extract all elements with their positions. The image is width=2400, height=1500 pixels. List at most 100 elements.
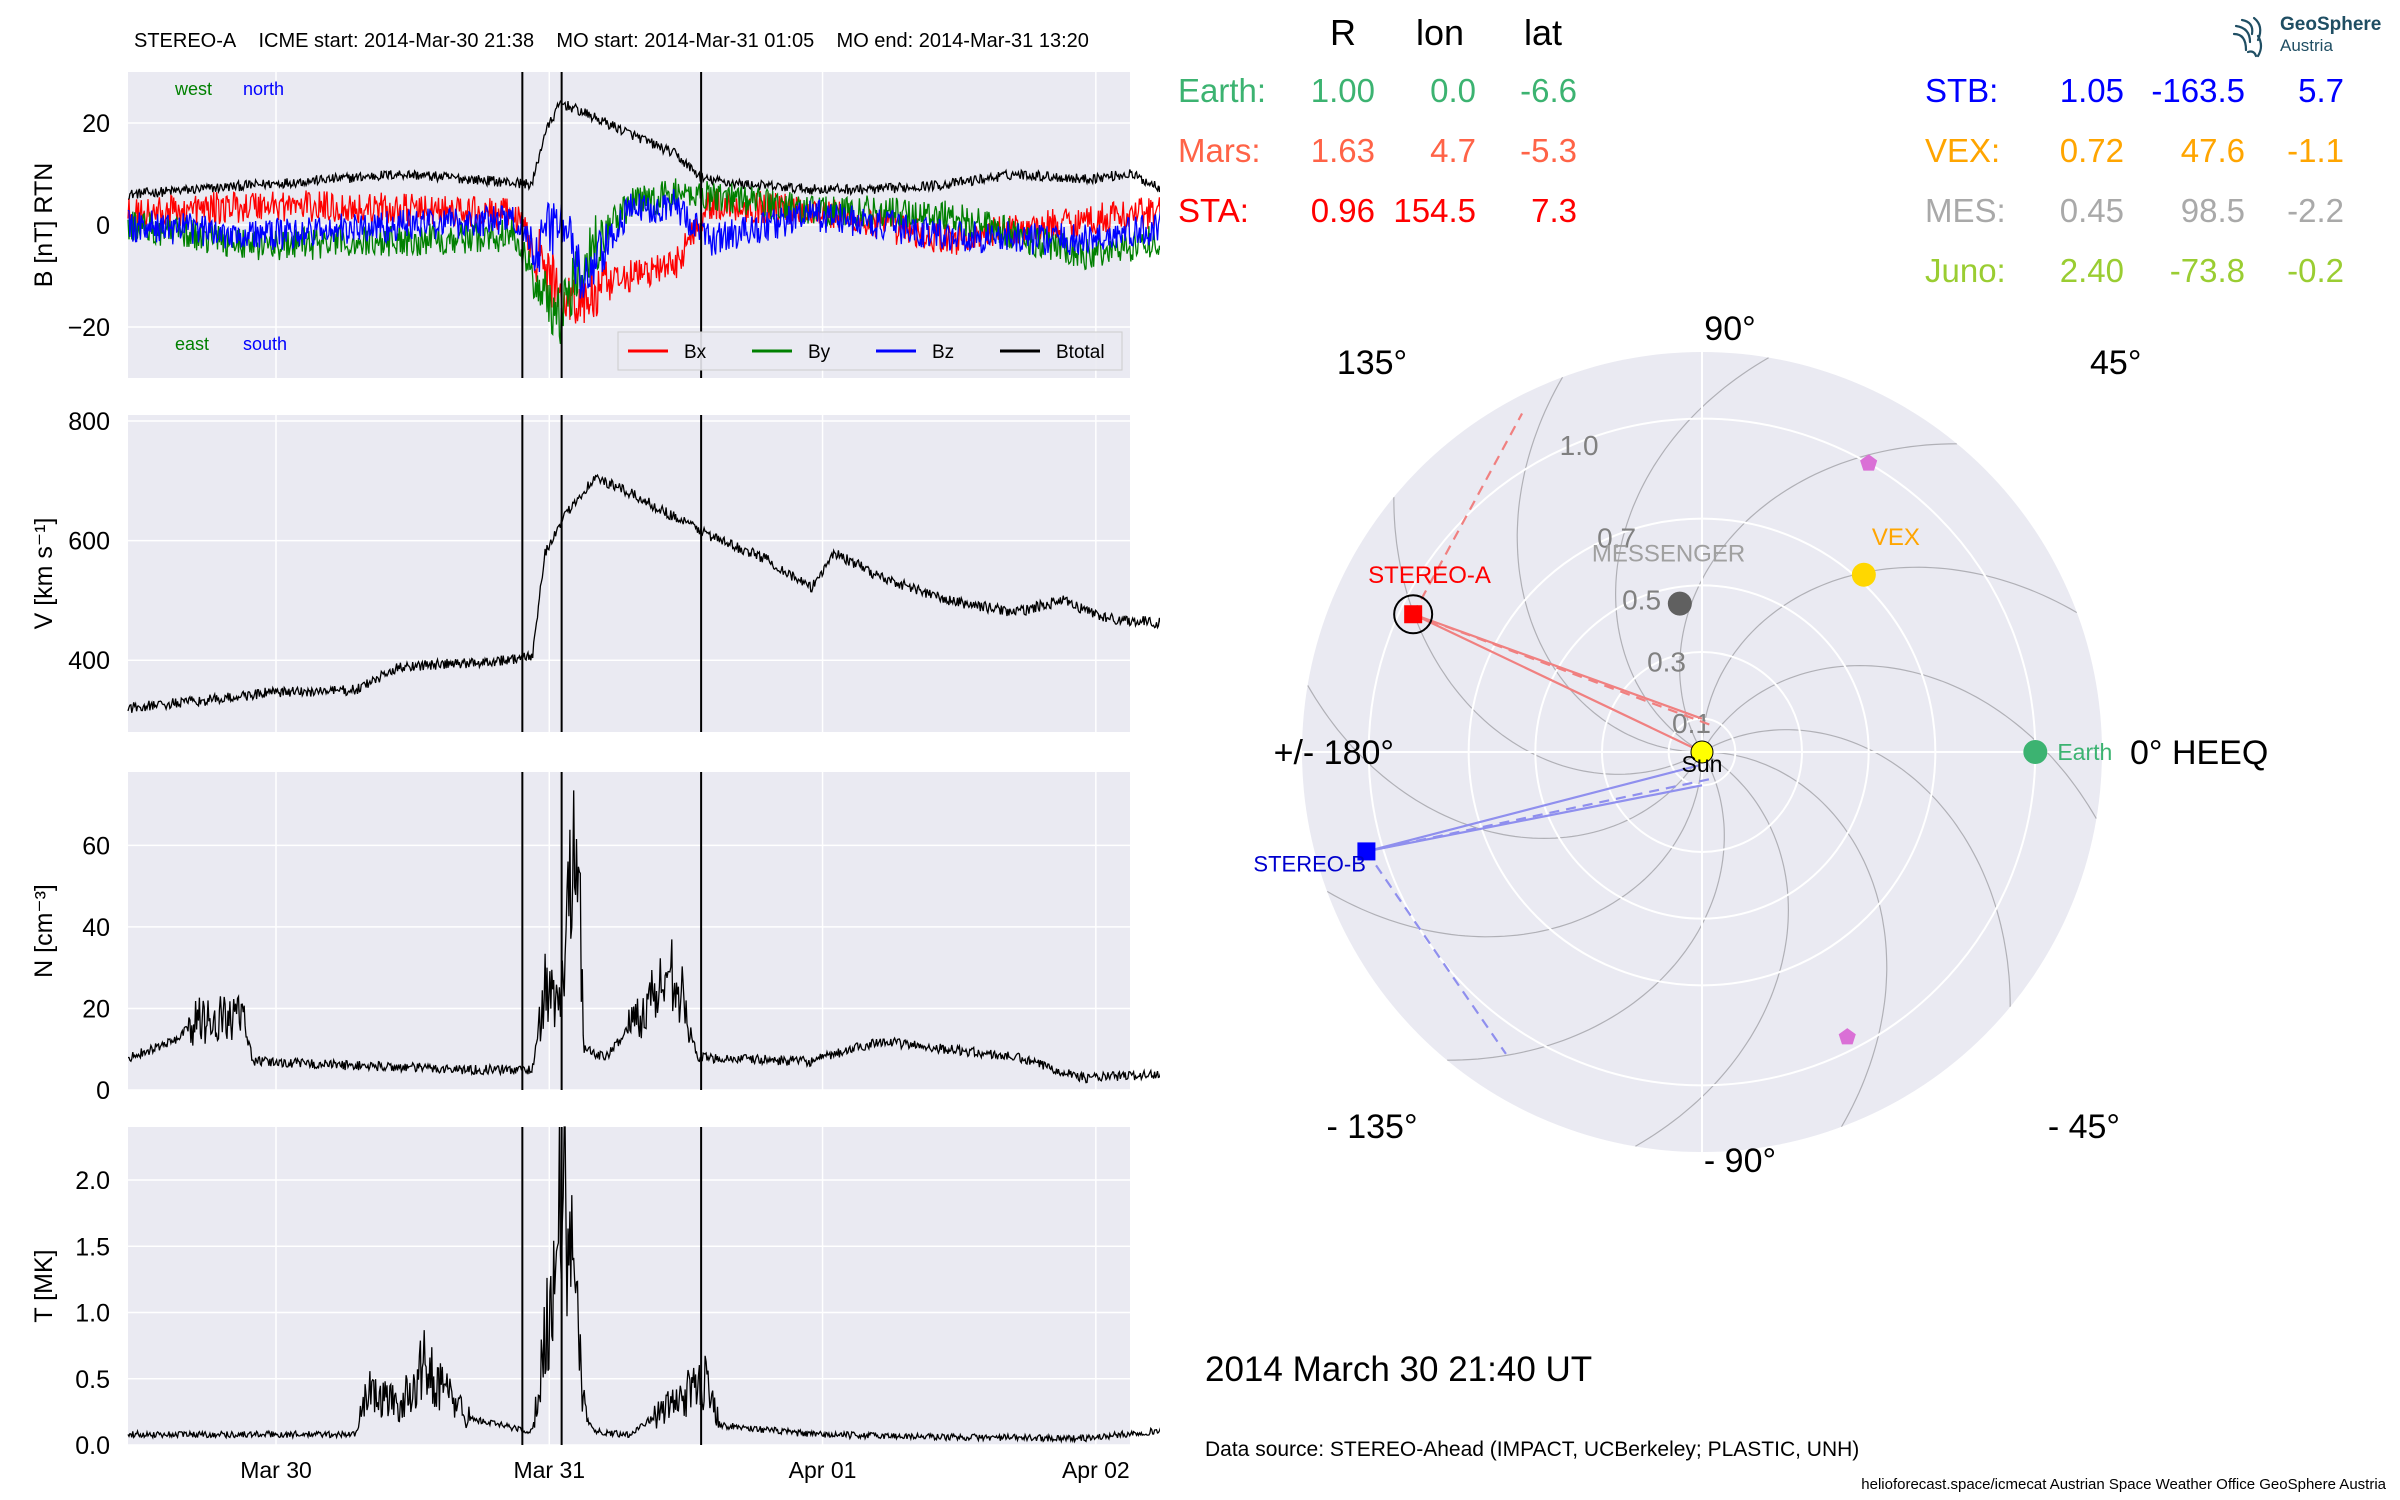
ring-label: 0.3 [1647, 646, 1686, 677]
pentagon-marker [1860, 454, 1878, 471]
table-cell-R: 0.45 [2059, 192, 2124, 229]
table-cell-lon: 0.0 [1430, 72, 1476, 109]
legend-label-bx: Bx [684, 342, 707, 363]
stb-square [1357, 842, 1376, 861]
y-tick-label: 0.0 [75, 1432, 110, 1460]
y-tick-label: 800 [68, 408, 110, 436]
stb-fov-line [1366, 764, 1700, 853]
marker-earth [2023, 740, 2048, 764]
panel-background [128, 415, 1130, 732]
marker-stereo-b [1357, 842, 1376, 861]
series-line-btotal [128, 100, 1160, 200]
angle-label: 45° [2090, 344, 2141, 382]
y-tick-label: 20 [82, 110, 110, 138]
x-tick-label: Mar 31 [513, 1457, 585, 1483]
logo: GeoSphere Austria [2228, 12, 2388, 60]
marker-sun [1690, 740, 1714, 764]
table-cell-R: 1.05 [2059, 72, 2124, 109]
y-tick-label: 40 [82, 914, 110, 942]
x-tick-label: Apr 01 [789, 1457, 857, 1483]
series-line-v [127, 473, 1160, 713]
angle-label: +/- 180° [1274, 734, 1394, 772]
table-cell-name: STA: [1178, 192, 1249, 229]
panel-0: 20 0 −20 B [nT] RTN [30, 72, 1130, 378]
table-cell-lat: -0.2 [2287, 252, 2344, 289]
y-tick-label: 1.0 [75, 1300, 110, 1328]
stb-fov-line-dashed [1365, 850, 1507, 1055]
annotation-south: south [243, 334, 287, 354]
legend-label-by: By [808, 342, 831, 363]
marker-stereo-a [1393, 594, 1434, 635]
y-tick-label: 0 [96, 212, 110, 240]
plot-header: STEREO-A ICME start: 2014-Mar-30 21:38 M… [134, 30, 1089, 53]
point-label-earth: Earth [2057, 739, 2112, 765]
table-cell-lat: -6.6 [1520, 72, 1577, 109]
angle-label: - 45° [2048, 1108, 2120, 1146]
y-tick-label: −20 [68, 314, 110, 342]
table-cell-lon: 154.5 [1393, 192, 1476, 229]
y-tick-label: 20 [82, 995, 110, 1023]
logo-text: GeoSphere Austria [2280, 14, 2381, 56]
table-cell-R: 0.72 [2059, 132, 2124, 169]
marker-messenger [1667, 591, 1692, 616]
legend-label-btotal: Btotal [1056, 342, 1105, 363]
series-line-bz [127, 188, 1160, 299]
point-label-stereo-b: STEREO-B [1253, 851, 1365, 876]
pentagon-marker [1838, 1028, 1856, 1045]
point-label-vex: VEX [1872, 524, 1920, 551]
header-icme-start: ICME start: 2014-Mar-30 21:38 [258, 30, 535, 52]
header-spacecraft: STEREO-A [134, 30, 237, 52]
point-label-messenger: MESSENGER [1592, 541, 1745, 568]
y-tick-label: 2.0 [75, 1167, 110, 1195]
table-cell-lat: -2.2 [2287, 192, 2344, 229]
sun-dot [1690, 740, 1714, 764]
angle-label: 90° [1704, 310, 1755, 348]
y-tick-label: 0.5 [75, 1366, 110, 1394]
table-cell-name: MES: [1925, 192, 2006, 229]
header-mo-start: MO start: 2014-Mar-31 01:05 [556, 30, 815, 52]
series-line-t [127, 1126, 1160, 1444]
sta-fov-line [1412, 613, 1703, 753]
table-cell-name: Earth: [1178, 72, 1267, 109]
planet-dot [2023, 740, 2048, 764]
panel-3: 2.0 1.5 1.0 0.5 0.0 T [MK] [30, 1127, 1130, 1460]
table-cell-lat: 7.3 [1531, 192, 1577, 229]
footer-source: Data source: STEREO-Ahead (IMPACT, UCBer… [1205, 1438, 1860, 1461]
panel-background [128, 772, 1130, 1090]
y-axis-label: T [MK] [30, 1249, 58, 1322]
logo-line2: Austria [2280, 36, 2333, 55]
table-cell-name: STB: [1925, 72, 1999, 109]
angle-label: - 90° [1704, 1142, 1776, 1180]
y-axis-label: B [nT] RTN [30, 163, 58, 288]
table-cell-R: 2.40 [2059, 252, 2124, 289]
table-cell-lon: 98.5 [2180, 192, 2245, 229]
table-cell-lat: -5.3 [1520, 132, 1577, 169]
y-tick-label: 400 [68, 647, 110, 675]
table-cell-R: 1.63 [1310, 132, 1375, 169]
table-header-lat: lat [1524, 12, 1563, 53]
table-cell-lat: -1.1 [2287, 132, 2344, 169]
angle-label: 0° HEEQ [2130, 734, 2268, 772]
panel-1: 800 600 400 V [km s⁻¹] [30, 408, 1130, 732]
table-cell-lon: 4.7 [1430, 132, 1476, 169]
table-cell-lat: 5.7 [2298, 72, 2344, 109]
y-tick-label: 600 [68, 528, 110, 556]
table-cell-lon: 47.6 [2180, 132, 2245, 169]
table-cell-R: 1.00 [1310, 72, 1375, 109]
logo-icon [2232, 16, 2263, 58]
y-tick-label: 0 [96, 1077, 110, 1105]
timeseries-chart: 20 0 −20 B [nT] RTN 800 600 400 V [km s⁻¹] 60 40 2… [30, 72, 1160, 1483]
table-cell-lon: -163.5 [2151, 72, 2245, 109]
ring-label: 1.0 [1560, 430, 1599, 461]
annotation-east: east [175, 334, 209, 354]
header-mo-end: MO end: 2014-Mar-31 13:20 [836, 30, 1089, 52]
panel-2: 60 40 20 0 N [cm⁻³] [30, 772, 1130, 1105]
stb-fov-line-dashed [1366, 777, 1711, 853]
sta-ring [1393, 594, 1434, 635]
table-cell-name: Mars: [1178, 132, 1261, 169]
table-cell-name: Juno: [1925, 252, 2006, 289]
planet-dot [1667, 591, 1692, 616]
table-cell-lon: -73.8 [2169, 252, 2245, 289]
annotation-north: north [243, 79, 284, 99]
